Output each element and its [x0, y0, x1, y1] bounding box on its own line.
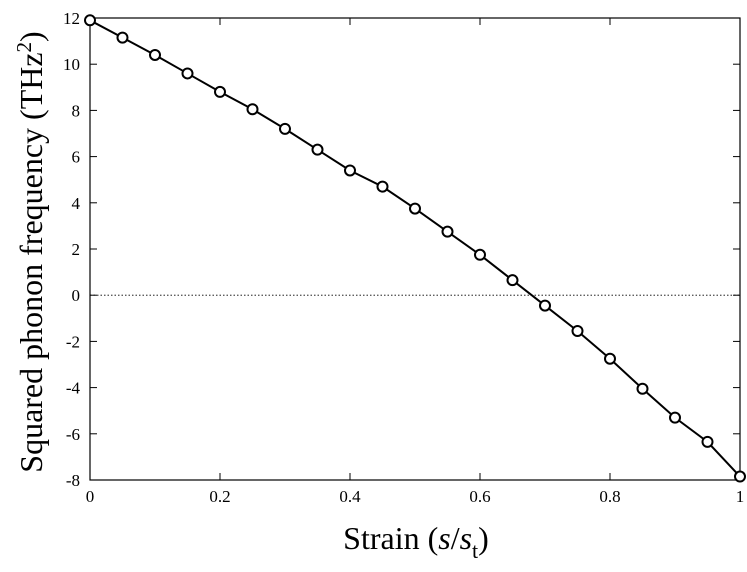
- data-point-marker: [571, 325, 584, 338]
- y-tick-label: 10: [63, 55, 80, 74]
- x-tick-label: 0.8: [599, 487, 620, 506]
- data-point-marker: [84, 14, 96, 27]
- data-point-marker: [116, 31, 129, 44]
- y-tick-label: 4: [72, 194, 81, 213]
- series-line: [89, 19, 741, 478]
- data-point-marker: [149, 48, 161, 61]
- y-tick-label: -2: [66, 332, 80, 351]
- x-tick-label: 0: [86, 487, 95, 506]
- x-tick-label: 0.4: [339, 487, 361, 506]
- y-axis-title: Squared phonon frequency (THz2): [12, 31, 49, 472]
- data-point-marker: [636, 382, 649, 395]
- data-point-marker: [311, 143, 324, 156]
- data-point-marker: [701, 435, 714, 448]
- data-point-marker: [734, 470, 746, 483]
- y-axis-title-text: Squared phonon frequency (THz2): [12, 31, 49, 472]
- data-point-marker: [539, 299, 551, 312]
- data-point-marker: [344, 164, 356, 177]
- data-point-marker: [506, 274, 519, 287]
- data-point-marker: [409, 202, 421, 215]
- y-tick-label: -6: [66, 425, 80, 444]
- y-tick-label: 8: [72, 101, 81, 120]
- y-tick-label: -8: [66, 471, 80, 490]
- x-tick-label: 0.2: [209, 487, 230, 506]
- x-tick-label: 1: [736, 487, 745, 506]
- data-point-marker: [246, 103, 259, 116]
- data-point-marker: [214, 85, 226, 98]
- data-point-marker: [474, 248, 486, 261]
- y-tick-label: 12: [63, 9, 80, 28]
- data-point-marker: [181, 67, 194, 80]
- x-tick-label: 0.6: [469, 487, 490, 506]
- x-axis-title: Strain (s/st): [343, 520, 489, 563]
- data-point-marker: [669, 411, 681, 424]
- data-point-marker: [279, 122, 291, 135]
- data-point-marker: [441, 225, 454, 238]
- plot-layer: 0 0.2 0.4 0.6 0.8 1 -8 -6 -4 -2 0 2 4 6 8 10 12: [63, 9, 746, 506]
- y-tick-label: -4: [66, 379, 81, 398]
- y-tick-label: 0: [72, 286, 81, 305]
- data-point-marker: [376, 180, 389, 193]
- plot-frame: [89, 17, 741, 481]
- y-tick-label: 2: [72, 240, 81, 259]
- y-tick-label: 6: [72, 148, 81, 167]
- data-point-marker: [604, 352, 616, 365]
